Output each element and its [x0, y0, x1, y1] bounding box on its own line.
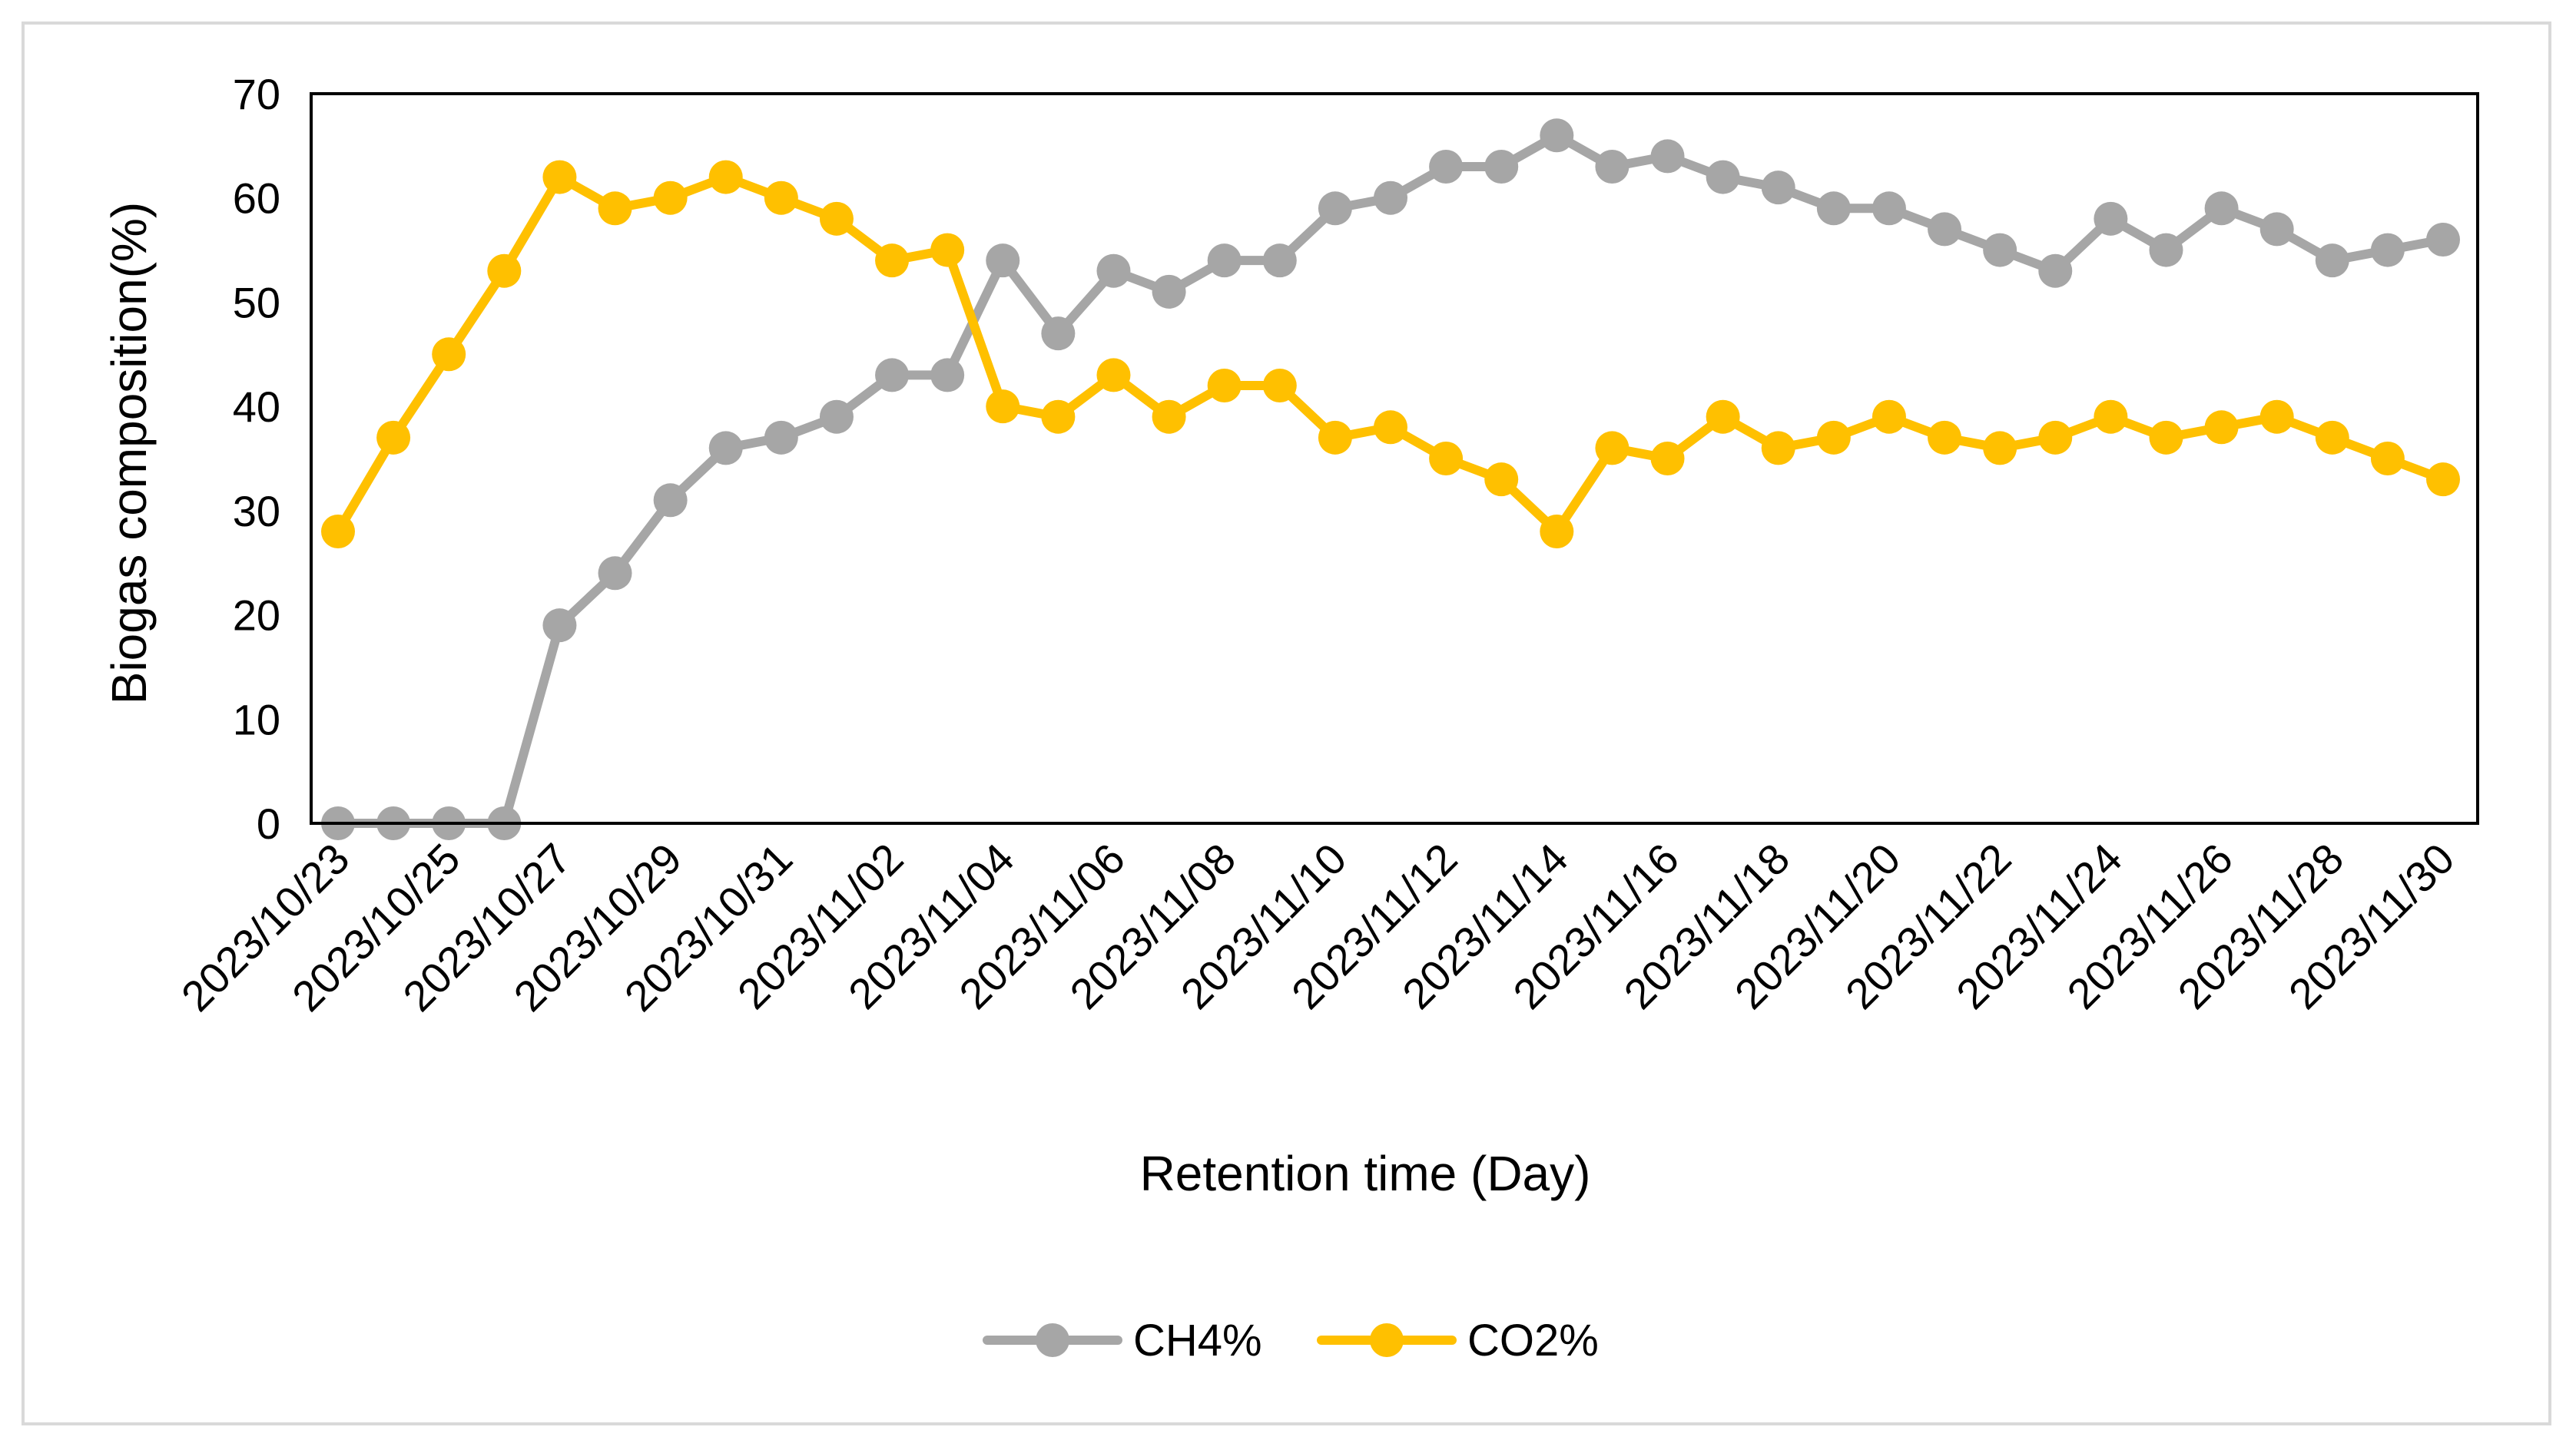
data-point-co2 — [2038, 420, 2073, 455]
data-point-ch4 — [2094, 201, 2128, 236]
data-point-co2 — [1262, 369, 1297, 402]
data-point-ch4 — [1096, 253, 1131, 288]
data-point-ch4 — [2315, 243, 2349, 278]
data-point-co2 — [487, 253, 522, 288]
data-point-ch4 — [1983, 233, 2017, 267]
data-point-co2 — [930, 233, 965, 267]
data-point-ch4 — [875, 358, 910, 392]
data-point-co2 — [708, 160, 743, 194]
x-axis-title: Retention time (Day) — [1140, 1146, 1591, 1201]
data-point-ch4 — [764, 420, 798, 455]
data-point-ch4 — [708, 431, 743, 465]
data-point-ch4 — [1871, 191, 1906, 226]
data-point-co2 — [1096, 358, 1131, 392]
y-tick-label: 20 — [233, 591, 280, 640]
data-point-co2 — [1761, 431, 1795, 465]
series-line-ch4 — [333, 131, 2448, 828]
data-point-ch4 — [1816, 191, 1851, 226]
data-point-ch4 — [2149, 233, 2183, 267]
y-tick-label: 50 — [233, 278, 280, 326]
data-point-co2 — [1871, 399, 1906, 434]
data-point-co2 — [986, 389, 1020, 424]
data-point-co2 — [1207, 369, 1242, 402]
data-point-co2 — [819, 201, 854, 236]
data-point-co2 — [2426, 462, 2460, 497]
data-point-ch4 — [1041, 316, 1076, 351]
data-point-ch4 — [1429, 150, 1464, 184]
data-point-co2 — [432, 337, 466, 372]
data-point-ch4 — [1262, 243, 1297, 278]
data-point-co2 — [1706, 399, 1740, 434]
data-point-ch4 — [1706, 160, 1740, 194]
data-point-co2 — [1650, 442, 1685, 475]
y-tick-label: 10 — [233, 695, 280, 743]
data-point-co2 — [542, 160, 577, 194]
data-point-co2 — [2204, 410, 2239, 445]
data-point-co2 — [2259, 399, 2294, 434]
data-point-ch4 — [1318, 191, 1352, 226]
legend-marker — [1370, 1323, 1404, 1357]
data-point-co2 — [2370, 442, 2405, 475]
data-point-ch4 — [986, 243, 1020, 278]
y-tick-label: 30 — [233, 487, 280, 535]
data-point-co2 — [1152, 399, 1186, 434]
data-point-co2 — [1928, 420, 1962, 455]
data-point-ch4 — [1152, 274, 1186, 309]
data-point-ch4 — [598, 556, 632, 591]
data-point-co2 — [2149, 420, 2183, 455]
legend: CH4% CO2% — [983, 1316, 1599, 1366]
legend-label: CH4% — [1133, 1316, 1262, 1366]
data-point-co2 — [1484, 462, 1519, 497]
data-point-co2 — [1983, 431, 2017, 465]
data-point-ch4 — [1595, 150, 1629, 184]
data-point-ch4 — [930, 358, 965, 392]
y-tick-label: 60 — [233, 174, 280, 223]
data-point-co2 — [1816, 420, 1851, 455]
data-point-co2 — [653, 180, 688, 215]
data-point-ch4 — [542, 608, 577, 643]
data-point-co2 — [1540, 515, 1574, 548]
y-axis-title: Biogas composition(%) — [101, 202, 157, 705]
data-point-co2 — [1041, 399, 1076, 434]
data-point-ch4 — [1484, 150, 1519, 184]
data-point-co2 — [376, 420, 411, 455]
data-point-ch4 — [2038, 253, 2073, 288]
data-point-ch4 — [2370, 233, 2405, 267]
data-point-co2 — [2094, 399, 2128, 434]
data-point-co2 — [764, 180, 798, 215]
data-point-ch4 — [1650, 139, 1685, 174]
data-point-ch4 — [1928, 212, 1962, 247]
data-point-co2 — [1318, 420, 1352, 455]
data-point-ch4 — [1207, 243, 1242, 278]
data-point-co2 — [2315, 420, 2349, 455]
data-point-ch4 — [1540, 118, 1574, 153]
legend-marker — [1036, 1323, 1069, 1357]
y-tick-label: 0 — [257, 799, 280, 848]
plot-area — [310, 92, 2479, 825]
data-point-co2 — [1595, 431, 1629, 465]
data-point-ch4 — [653, 483, 688, 518]
legend-label: CO2% — [1467, 1316, 1599, 1366]
data-point-ch4 — [819, 399, 854, 434]
data-point-ch4 — [2426, 223, 2460, 257]
y-tick-label: 70 — [233, 70, 280, 118]
data-point-ch4 — [1761, 170, 1795, 205]
data-point-co2 — [321, 515, 355, 548]
y-tick-label: 40 — [233, 382, 280, 431]
data-point-co2 — [875, 243, 910, 278]
data-point-co2 — [1374, 410, 1407, 445]
data-point-ch4 — [1374, 180, 1407, 215]
data-point-ch4 — [2204, 191, 2239, 226]
data-point-co2 — [598, 191, 632, 226]
data-point-co2 — [1429, 442, 1464, 475]
data-point-ch4 — [2259, 212, 2294, 247]
